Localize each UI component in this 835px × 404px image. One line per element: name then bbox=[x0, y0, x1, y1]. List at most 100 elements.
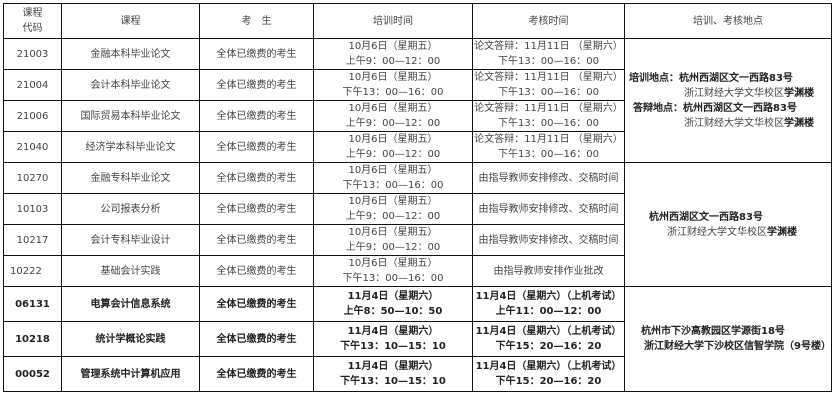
course-name: 管理系统中计算机应用 bbox=[80, 368, 181, 380]
exam-date: 论文答辩：11月11日 （星期六） bbox=[474, 134, 623, 145]
course-code-cell: 21003 bbox=[3, 38, 62, 70]
table-row: 10103 公司报表分析 全体已缴费的考生 10月6日（星期五） 上午9：00—12：0… bbox=[3, 193, 832, 225]
course-code-cell: 10218 bbox=[3, 321, 62, 357]
candidates-cell: 全体已缴费的考生 bbox=[199, 100, 314, 132]
location-campus: 浙江财经大学下沙校区 bbox=[644, 341, 744, 352]
exam-date: 11月4日（星期六）（上机考试） bbox=[475, 291, 622, 302]
location-cell-xiasha: 杭州市下沙高教园区学源街18号 浙江财经大学下沙校区信智学院（9号楼） bbox=[624, 286, 832, 392]
candidates-cell: 全体已缴费的考生 bbox=[199, 356, 314, 392]
training-hours: 下午13：10—15：10 bbox=[340, 341, 446, 352]
candidates: 全体已缴费的考生 bbox=[216, 298, 297, 310]
location-address: 杭州市下沙高教园区学源街18号 bbox=[641, 326, 785, 337]
header-code: 课程 代码 bbox=[3, 3, 62, 39]
candidates: 全体已缴费的考生 bbox=[216, 172, 297, 184]
training-hours: 上午9：00—12：00 bbox=[345, 211, 441, 222]
training-hours: 上午8：50—10：50 bbox=[343, 306, 443, 317]
course-name-cell: 管理系统中计算机应用 bbox=[61, 356, 200, 392]
train-location-label: 培训地点： bbox=[629, 72, 679, 84]
training-hours: 上午9：00—12：00 bbox=[345, 118, 441, 129]
course-code: 21004 bbox=[16, 79, 49, 91]
location-building: 信智学院（9号楼） bbox=[744, 341, 831, 352]
candidates-cell: 全体已缴费的考生 bbox=[199, 286, 314, 322]
training-time-cell: 10月6日（星期五） 上午9：00—12：00 bbox=[313, 100, 473, 132]
training-time-cell: 10月6日（星期五） 下午13：00—16：00 bbox=[313, 69, 473, 101]
course-code-cell: 10103 bbox=[3, 193, 62, 225]
exam-hours: 下午15：20—16：20 bbox=[495, 376, 602, 387]
table-row: 21040 经济学本科毕业论文 全体已缴费的考生 10月6日（星期五） 上午9：00—1… bbox=[3, 131, 832, 163]
exam-date: 11月4日（星期六）（上机考试） bbox=[475, 326, 622, 337]
exam-time-cell: 由指导教师安排修改、交稿时间 bbox=[472, 162, 625, 194]
training-time-cell: 10月6日（星期五） 下午13：00—16：00 bbox=[313, 255, 473, 287]
training-hours: 下午13：00—16：00 bbox=[342, 180, 444, 191]
candidates-cell: 全体已缴费的考生 bbox=[199, 255, 314, 287]
defense-location-address: 杭州西湖区文一西路83号 bbox=[683, 102, 797, 114]
table-row: 00052 管理系统中计算机应用 全体已缴费的考生 11月4日（星期六） 下午13：10… bbox=[3, 356, 832, 392]
location-address: 杭州西湖区文一西路83号 bbox=[649, 211, 763, 223]
course-code-cell: 21006 bbox=[3, 100, 62, 132]
exam-date: 论文答辩：11月11日 （星期六） bbox=[474, 72, 623, 83]
exam-hours: 下午13：00—16：00 bbox=[498, 56, 599, 67]
training-hours: 下午13：00—16：00 bbox=[342, 273, 444, 284]
training-hours: 上午9：00—12：00 bbox=[345, 149, 441, 160]
course-code: 10103 bbox=[16, 203, 49, 215]
training-hours: 上午9：00—12：00 bbox=[345, 56, 441, 67]
training-time-cell: 11月4日（星期六） 下午13：10—15：10 bbox=[313, 321, 473, 357]
location-cell-wenhua: 杭州西湖区文一西路83号 浙江财经大学文华校区学渊楼 bbox=[624, 162, 832, 287]
course-name-cell: 会计专科毕业设计 bbox=[61, 224, 200, 256]
header-row: 课程 代码 课程 考 生 培训时间 考核时间 培训、考核地点 bbox=[3, 3, 832, 39]
candidates-cell: 全体已缴费的考生 bbox=[199, 162, 314, 194]
training-date: 11月4日（星期六） bbox=[347, 291, 439, 302]
course-name: 统计学概论实践 bbox=[95, 333, 166, 345]
training-time-cell: 10月6日（星期五） 上午9：00—12：00 bbox=[313, 38, 473, 70]
exam-hours: 下午13：00—16：00 bbox=[498, 149, 599, 160]
course-name-cell: 公司报表分析 bbox=[61, 193, 200, 225]
course-code-cell: 10222 bbox=[3, 255, 62, 287]
exam-time-cell: 11月4日（星期六）（上机考试） 下午15：20—16：20 bbox=[472, 321, 625, 357]
header-exam-time: 考核时间 bbox=[472, 3, 625, 39]
exam-date: 由指导教师安排修改、交稿时间 bbox=[478, 234, 619, 246]
header-candidates: 考 生 bbox=[199, 3, 314, 39]
course-code: 00052 bbox=[15, 368, 50, 380]
exam-hours: 下午13：00—16：00 bbox=[498, 118, 599, 129]
candidates: 全体已缴费的考生 bbox=[216, 333, 297, 345]
course-code: 10218 bbox=[15, 333, 50, 345]
candidates: 全体已缴费的考生 bbox=[216, 265, 297, 277]
header-code-line2: 代码 bbox=[22, 23, 43, 34]
training-time-cell: 10月6日（星期五） 上午9：00—12：00 bbox=[313, 131, 473, 163]
candidates-cell: 全体已缴费的考生 bbox=[199, 224, 314, 256]
candidates: 全体已缴费的考生 bbox=[216, 141, 297, 153]
training-hours: 下午13：10—15：10 bbox=[340, 376, 446, 387]
candidates: 全体已缴费的考生 bbox=[216, 203, 297, 215]
course-code: 10217 bbox=[16, 234, 49, 246]
candidates: 全体已缴费的考生 bbox=[216, 368, 297, 380]
exam-date: 11月4日（星期六）（上机考试） bbox=[475, 361, 622, 372]
course-code-cell: 21004 bbox=[3, 69, 62, 101]
course-name-cell: 电算会计信息系统 bbox=[61, 286, 200, 322]
training-date: 10月6日（星期五） bbox=[348, 103, 438, 114]
training-time-cell: 10月6日（星期五） 上午9：00—12：00 bbox=[313, 224, 473, 256]
course-name: 经济学本科毕业论文 bbox=[85, 141, 176, 153]
exam-time-cell: 由指导教师安排修改、交稿时间 bbox=[472, 193, 625, 225]
training-time-cell: 10月6日（星期五） 下午13：00—16：00 bbox=[313, 162, 473, 194]
defense-location-campus: 浙江财经大学文华校区 bbox=[684, 117, 784, 129]
candidates: 全体已缴费的考生 bbox=[216, 48, 297, 60]
candidates-cell: 全体已缴费的考生 bbox=[199, 131, 314, 163]
train-location-campus: 浙江财经大学文华校区 bbox=[684, 87, 784, 99]
exam-time-cell: 论文答辩：11月11日 （星期六） 下午13：00—16：00 bbox=[472, 100, 625, 132]
defense-location-building: 学渊楼 bbox=[784, 117, 814, 129]
exam-time-cell: 论文答辩：11月11日 （星期六） 下午13：00—16：00 bbox=[472, 69, 625, 101]
exam-schedule-table: 课程 代码 课程 考 生 培训时间 考核时间 培训、考核地点 21003 金融本科毕… bbox=[3, 3, 832, 392]
training-time-cell: 11月4日（星期六） 下午13：10—15：10 bbox=[313, 356, 473, 392]
course-code-cell: 06131 bbox=[3, 286, 62, 322]
course-code: 21003 bbox=[16, 48, 49, 60]
training-hours: 下午13：00—16：00 bbox=[342, 87, 444, 98]
course-name: 电算会计信息系统 bbox=[90, 298, 171, 310]
candidates-cell: 全体已缴费的考生 bbox=[199, 69, 314, 101]
course-name: 国际贸易本科毕业论文 bbox=[80, 110, 181, 122]
table-row: 21004 会计本科毕业论文 全体已缴费的考生 10月6日（星期五） 下午13：00—1… bbox=[3, 69, 832, 101]
table-row: 10270 金融专科毕业论文 全体已缴费的考生 10月6日（星期五） 下午13：00—1… bbox=[3, 162, 832, 287]
course-name-cell: 金融专科毕业论文 bbox=[61, 162, 200, 194]
training-date: 10月6日（星期五） bbox=[348, 72, 438, 83]
exam-hours: 下午15：20—16：20 bbox=[495, 341, 602, 352]
header-course: 课程 bbox=[61, 3, 200, 39]
